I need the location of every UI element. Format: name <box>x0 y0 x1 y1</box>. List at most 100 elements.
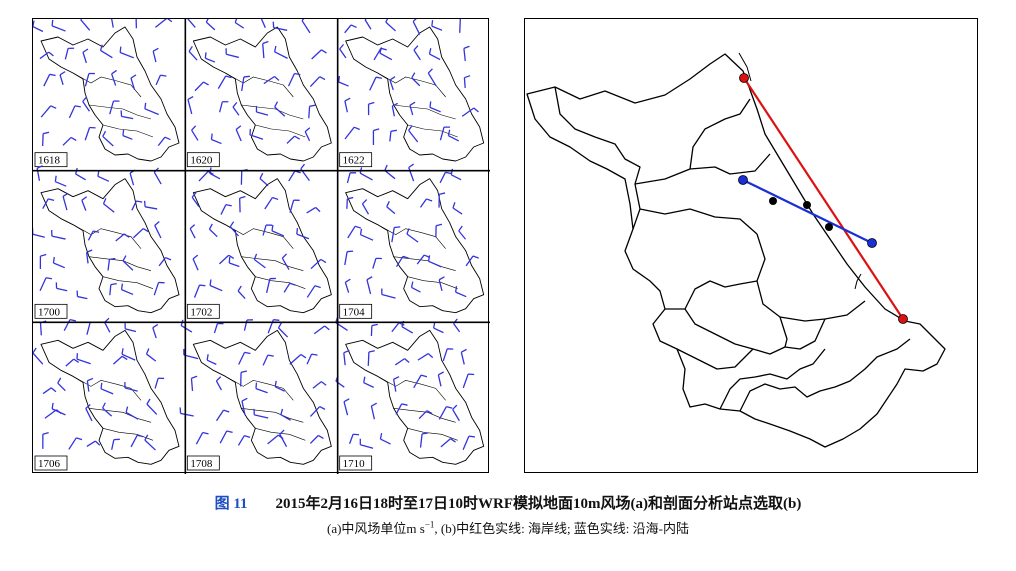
wind-barb <box>391 102 398 117</box>
wind-barb <box>263 75 280 85</box>
wind-barb <box>119 46 135 59</box>
wind-barb <box>301 19 311 34</box>
wind-barb <box>102 198 115 213</box>
wind-barb <box>372 257 382 269</box>
wind-barb <box>62 192 69 211</box>
wind-barb <box>347 225 362 239</box>
wind-barb <box>304 127 311 142</box>
wind-barb <box>111 19 114 28</box>
wind-barb <box>438 192 446 208</box>
wind-barb <box>308 104 316 119</box>
wind-map-cell: 1710 <box>335 316 485 471</box>
wind-barb <box>462 435 475 451</box>
wind-barb <box>232 101 240 116</box>
time-label-box <box>34 455 68 471</box>
wind-barb <box>363 376 374 388</box>
province-outline <box>192 329 332 465</box>
wind-barb <box>389 76 396 91</box>
wind-barb <box>253 408 269 419</box>
inland-profile-line <box>742 179 873 244</box>
wind-barb <box>255 106 269 116</box>
wind-barb <box>36 165 43 181</box>
wind-barb <box>419 432 429 448</box>
wind-barb <box>183 348 199 360</box>
wind-barb <box>135 19 138 29</box>
wind-barb <box>253 253 266 269</box>
wind-barb <box>152 323 159 339</box>
wind-barb <box>209 279 223 292</box>
wind-barb <box>289 353 307 365</box>
wind-barb <box>208 223 218 238</box>
wind-barb <box>428 48 441 61</box>
province-outline <box>345 26 485 162</box>
province-boundary <box>526 52 946 448</box>
province-outline <box>345 178 485 314</box>
wind-barb <box>82 48 89 64</box>
wind-barb <box>192 254 199 271</box>
time-label: 1704 <box>343 306 366 318</box>
wind-barb <box>370 402 378 420</box>
province-outline <box>40 178 180 314</box>
wind-map-cell: 1708 <box>179 319 332 471</box>
time-label-box <box>186 152 220 168</box>
wind-barb <box>54 175 67 187</box>
province-outline <box>192 178 332 314</box>
wind-barb <box>364 19 372 30</box>
wind-barb <box>373 47 387 61</box>
wind-barb <box>249 128 264 140</box>
wind-barb <box>274 101 286 117</box>
wind-barb <box>379 47 393 61</box>
wind-barb <box>431 20 443 31</box>
wind-barb <box>287 72 301 87</box>
wind-barb <box>120 283 134 296</box>
wind-barb <box>115 233 130 242</box>
figure-label: 图 11 <box>214 496 248 512</box>
wind-barb <box>111 438 120 450</box>
wind-barb <box>427 68 437 87</box>
wind-barb <box>241 397 248 416</box>
wind-barb <box>154 377 165 389</box>
wind-barb <box>145 348 157 362</box>
wind-barb <box>239 195 246 213</box>
note-suffix: , (b)中红色实线: 海岸线; 蓝色实线: 沿海-内陆 <box>434 521 689 536</box>
wind-map-cell: 1702 <box>186 163 332 319</box>
wind-barb <box>109 283 117 296</box>
wind-barb <box>437 371 444 387</box>
wind-barb <box>395 403 408 415</box>
wind-barb <box>65 358 80 367</box>
wind-barb <box>39 51 54 60</box>
wind-barb <box>191 192 200 208</box>
wind-barb <box>439 126 451 141</box>
wind-barb <box>120 110 134 120</box>
wind-barb <box>81 196 88 211</box>
wind-barb <box>395 255 409 268</box>
wind-barb <box>55 282 68 292</box>
time-label: 1710 <box>343 458 366 470</box>
wind-barb <box>102 402 113 417</box>
wind-barb <box>240 370 248 387</box>
wind-barb <box>417 353 434 361</box>
city-boundaries <box>377 376 458 441</box>
wind-barb <box>42 432 49 449</box>
wind-barb <box>76 353 91 365</box>
wind-barb <box>205 19 216 31</box>
wind-barb <box>370 323 378 337</box>
wind-barb <box>454 286 467 298</box>
wind-barb <box>359 438 374 449</box>
wind-barb <box>84 126 96 141</box>
wind-barb <box>109 100 120 115</box>
wind-barb <box>361 199 370 215</box>
wind-barb <box>339 43 347 59</box>
wind-barb <box>240 168 248 185</box>
wind-barb <box>51 230 66 240</box>
wind-barb <box>310 258 327 270</box>
wind-barb <box>111 69 118 86</box>
wind-barb <box>429 101 441 113</box>
wind-barb <box>419 198 433 208</box>
wind-barb <box>194 81 209 92</box>
wind-barb <box>384 164 396 180</box>
wind-barb <box>346 172 357 184</box>
time-label-box <box>34 303 68 319</box>
coastal-start-station <box>739 73 749 83</box>
wind-barb <box>438 276 445 292</box>
